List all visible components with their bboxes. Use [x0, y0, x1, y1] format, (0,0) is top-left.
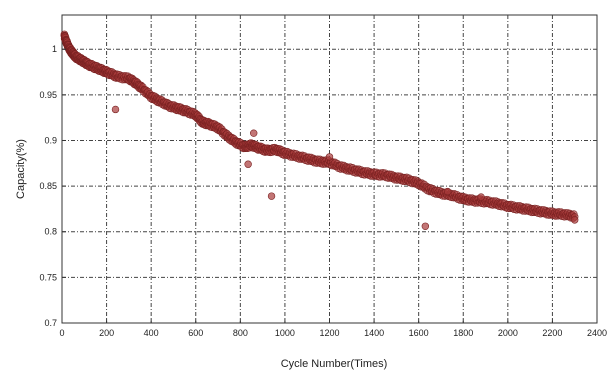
outlier-point	[421, 222, 430, 230]
x-axis-ticks: 0 200 400 600 800 1000 1200 1400 1600 1800 2000 220…	[59, 319, 607, 338]
x-tick-label: 1800	[453, 328, 473, 338]
outlier-point	[267, 192, 276, 200]
y-tick-label: 0.8	[44, 227, 57, 237]
y-tick-label: 1	[52, 44, 57, 54]
x-tick-label: 1400	[364, 328, 384, 338]
y-tick-label: 0.75	[39, 272, 57, 282]
x-tick-label: 1000	[275, 328, 295, 338]
x-tick-label: 1200	[319, 328, 339, 338]
y-axis-ticks: 0.7 0.75 0.8 0.85 0.9 0.95 1	[39, 44, 66, 328]
outlier-point	[477, 193, 485, 201]
y-tick-label: 0.95	[39, 90, 57, 100]
grid-lines	[62, 15, 597, 323]
x-tick-label: 1600	[409, 328, 429, 338]
y-tick-label: 0.9	[44, 135, 57, 145]
x-axis-label: Cycle Number(Times)	[281, 358, 388, 370]
outlier-point	[325, 153, 334, 161]
y-axis-label: Capacity(%)	[15, 139, 27, 199]
data-points	[60, 30, 579, 230]
x-tick-label: 2400	[587, 328, 607, 338]
x-tick-label: 2200	[542, 328, 562, 338]
y-tick-label: 0.7	[44, 318, 57, 328]
x-tick-label: 600	[188, 328, 203, 338]
outlier-point	[250, 129, 258, 137]
outlier-point	[111, 105, 120, 114]
x-tick-label: 2000	[498, 328, 518, 338]
x-tick-label: 400	[144, 328, 159, 338]
x-tick-label: 0	[59, 328, 64, 338]
y-tick-label: 0.85	[39, 181, 57, 191]
outlier-point	[244, 160, 252, 168]
outlier-point	[571, 216, 579, 224]
x-tick-label: 200	[99, 328, 114, 338]
outlier-point	[443, 187, 452, 196]
x-tick-label: 800	[233, 328, 248, 338]
